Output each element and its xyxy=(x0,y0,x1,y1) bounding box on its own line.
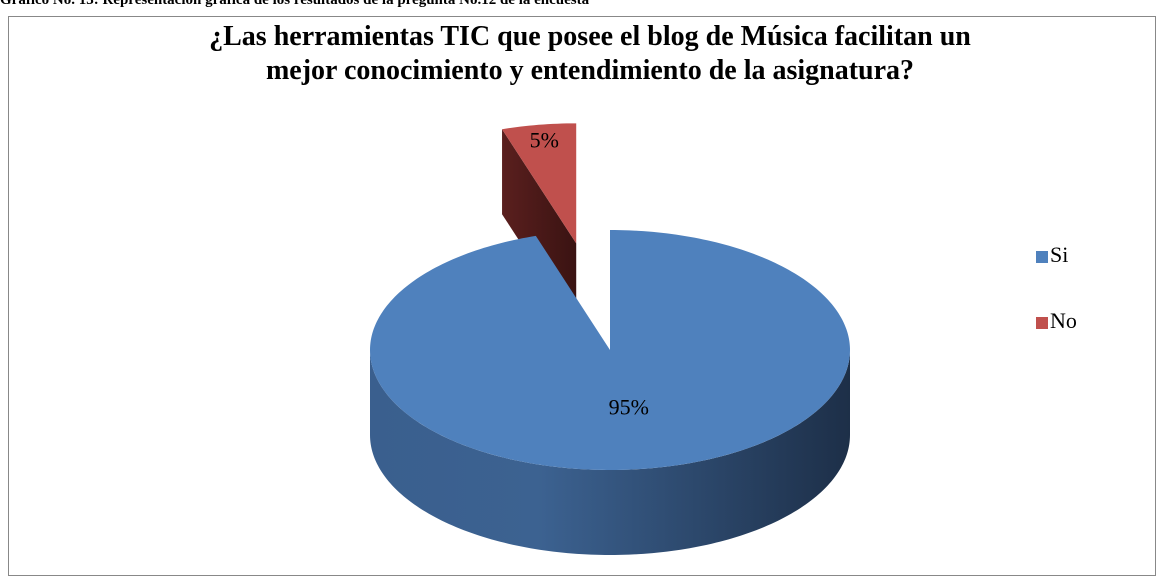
legend-label: No xyxy=(1050,308,1077,333)
data-label: 5% xyxy=(530,128,559,153)
slice xyxy=(502,123,577,244)
data-label: 95% xyxy=(609,394,649,419)
legend-label: Si xyxy=(1050,242,1068,267)
chart-title: ¿Las herramientas TIC que posee el blog … xyxy=(209,21,971,86)
caption: Gráfico No. 13: Representación gráfica d… xyxy=(0,0,590,8)
legend-swatch xyxy=(1036,251,1048,263)
slice xyxy=(370,230,850,470)
slice-side xyxy=(370,350,850,555)
legend-swatch xyxy=(1036,317,1048,329)
